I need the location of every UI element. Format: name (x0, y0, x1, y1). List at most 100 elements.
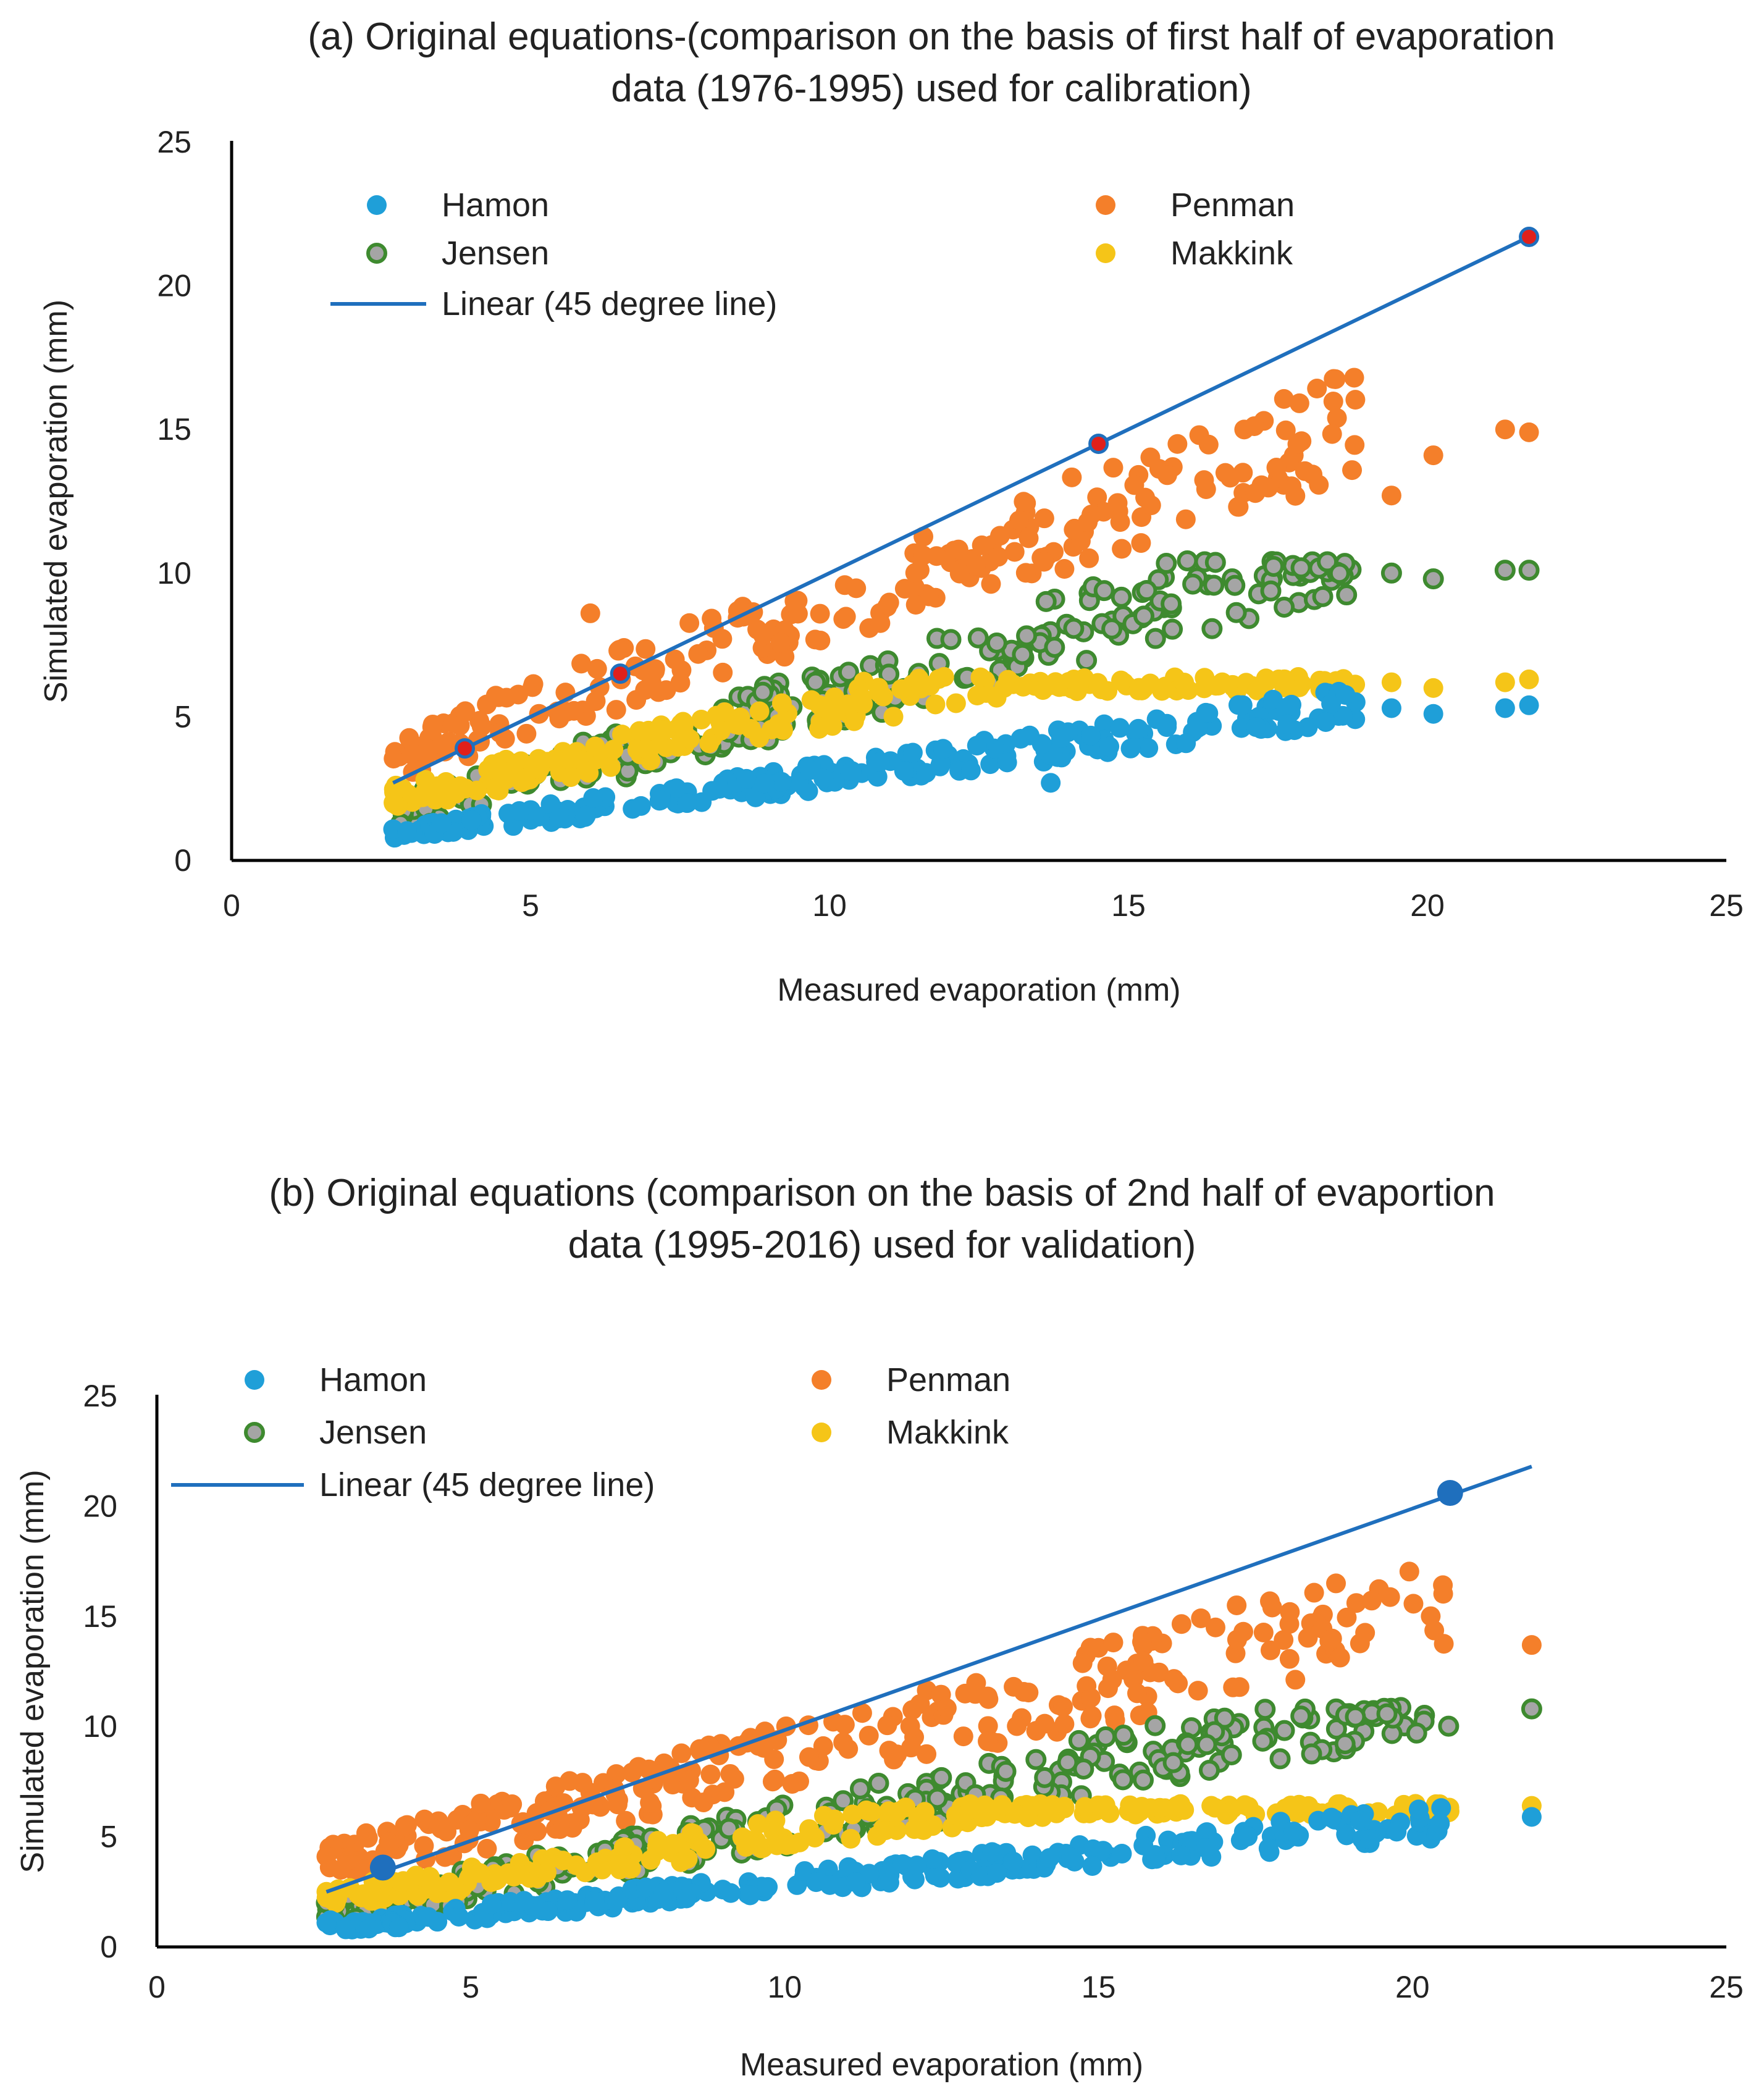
legend-label-linear: Linear (45 degree line) (442, 285, 777, 322)
data-point-makkink (1423, 678, 1443, 698)
data-point-hamon (982, 1842, 1002, 1862)
data-point-penman (422, 714, 443, 734)
data-point-makkink (925, 694, 946, 715)
data-point-penman (1196, 479, 1216, 499)
data-point-hamon (514, 1891, 534, 1911)
data-point-makkink (825, 1809, 845, 1830)
data-point-penman (782, 1773, 802, 1794)
x-tick-label: 0 (148, 1970, 166, 2004)
data-point-makkink (510, 1864, 530, 1885)
data-point-makkink (1089, 1796, 1109, 1816)
data-point-hamon (1350, 1810, 1371, 1831)
data-point-penman (418, 744, 438, 764)
data-point-jensen (967, 627, 989, 649)
data-point-jensen (1201, 618, 1223, 639)
data-point-penman (580, 603, 600, 623)
data-point-makkink (576, 761, 597, 781)
data-point-penman (702, 608, 722, 629)
data-point-penman (905, 563, 925, 583)
data-point-penman (316, 1846, 337, 1867)
data-point-jensen (1144, 1715, 1166, 1736)
data-point-hamon (1519, 695, 1539, 715)
data-point-hamon (557, 1890, 578, 1910)
x-tick-label: 0 (223, 888, 240, 923)
data-point-penman (1080, 1709, 1101, 1729)
data-point-penman (949, 563, 970, 584)
data-point-makkink (1064, 670, 1084, 690)
data-point-makkink (946, 1805, 966, 1825)
legend-marker-makkink (812, 1423, 831, 1442)
data-point-penman (1164, 1669, 1184, 1689)
data-point-penman (753, 625, 773, 645)
linear-45-degree-line (392, 235, 1530, 785)
data-point-hamon (1321, 694, 1342, 714)
data-point-hamon (653, 1883, 674, 1903)
data-point-hamon (676, 1888, 697, 1909)
data-point-hamon (721, 1883, 741, 1903)
data-point-penman (1309, 474, 1329, 495)
y-tick-label: 5 (174, 699, 191, 734)
data-point-makkink (362, 1883, 382, 1904)
data-point-jensen (1290, 557, 1312, 579)
data-point-penman (471, 1793, 491, 1814)
data-point-makkink (384, 794, 405, 814)
data-point-penman (1361, 1591, 1382, 1611)
data-point-penman (884, 1749, 904, 1770)
data-point-penman (1018, 528, 1039, 549)
data-point-penman (913, 545, 933, 566)
data-point-penman (437, 1822, 457, 1842)
data-point-jensen (1269, 1748, 1291, 1770)
data-point-jensen (1345, 1706, 1366, 1728)
data-point-makkink (1149, 1797, 1170, 1818)
x-tick-label: 15 (1082, 1970, 1116, 2004)
data-point-jensen (1290, 1705, 1312, 1727)
data-point-jensen (849, 1778, 871, 1800)
data-point-hamon (1521, 1807, 1542, 1827)
data-point-jensen (1133, 605, 1155, 627)
data-point-makkink (1088, 673, 1108, 693)
data-point-penman (1188, 1681, 1208, 1701)
data-point-hamon (1277, 697, 1297, 718)
data-point-jensen (878, 663, 900, 685)
data-point-makkink (423, 1878, 443, 1899)
data-point-hamon (1196, 1838, 1216, 1859)
data-point-makkink (1045, 672, 1065, 692)
chart-title-b-line1: (b) Original equations (comparison on th… (269, 1172, 1495, 1214)
data-point-penman (1280, 1602, 1300, 1622)
data-point-makkink (1280, 1795, 1301, 1815)
data-point-jensen (1406, 1722, 1427, 1744)
data-point-penman (1344, 368, 1364, 388)
data-point-makkink (891, 679, 912, 699)
data-point-penman (833, 1732, 854, 1752)
data-point-penman (1124, 475, 1144, 495)
data-point-penman (1034, 552, 1054, 572)
data-point-penman (1227, 1595, 1247, 1615)
data-point-penman (339, 1850, 359, 1870)
legend-marker-jensen (244, 1422, 265, 1443)
data-point-hamon (1316, 712, 1336, 732)
data-point-hamon (1336, 1824, 1356, 1844)
data-point-makkink (640, 1850, 661, 1870)
data-point-penman (1004, 542, 1025, 562)
data-point-jensen (1225, 602, 1247, 623)
data-point-jensen (926, 1788, 948, 1809)
data-point-jensen (868, 1773, 889, 1794)
x-axis-label: Measured evaporation (mm) (740, 2047, 1143, 2083)
data-point-penman (955, 1683, 975, 1704)
data-point-penman (1035, 1713, 1055, 1734)
data-point-makkink (970, 667, 991, 687)
data-point-jensen (1101, 618, 1123, 640)
data-point-makkink (771, 693, 792, 713)
data-point-hamon (1387, 1822, 1407, 1842)
chart-panel-a: (a) Original equations-(comparison on th… (38, 15, 1744, 1008)
data-point-makkink (585, 736, 605, 757)
data-point-penman (384, 749, 404, 769)
data-point-hamon (841, 761, 862, 781)
data-point-penman (402, 745, 422, 765)
x-tick-label: 25 (1709, 888, 1744, 923)
data-point-penman (1080, 1688, 1101, 1708)
data-point-makkink (1274, 669, 1295, 689)
data-point-hamon (771, 771, 792, 792)
data-point-jensen (833, 1790, 854, 1812)
data-point-penman (1107, 493, 1128, 513)
